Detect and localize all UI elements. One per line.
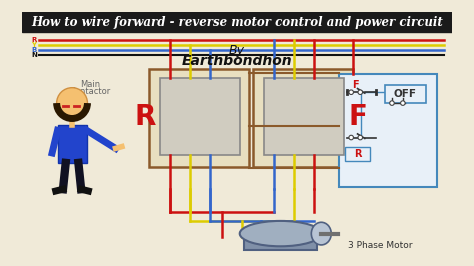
Circle shape — [358, 90, 363, 94]
Text: 3 Phase Motor: 3 Phase Motor — [348, 241, 413, 250]
Bar — [253, 69, 353, 167]
Ellipse shape — [311, 222, 331, 245]
Text: F: F — [348, 103, 367, 131]
Bar — [339, 74, 438, 187]
Circle shape — [349, 90, 354, 94]
Circle shape — [358, 135, 363, 140]
Text: Contactor: Contactor — [70, 87, 111, 96]
Text: By: By — [229, 44, 245, 57]
Text: B: B — [31, 47, 36, 53]
Circle shape — [390, 101, 394, 105]
Text: R: R — [31, 37, 36, 43]
Bar — [57, 125, 87, 163]
Bar — [149, 69, 249, 167]
Text: How to wire forward - reverse motor control and power circuit: How to wire forward - reverse motor cont… — [31, 16, 443, 29]
Text: R: R — [135, 103, 156, 131]
Text: Y: Y — [31, 42, 36, 48]
Bar — [22, 13, 452, 32]
Bar — [264, 78, 344, 155]
Text: OFF: OFF — [393, 89, 416, 99]
Text: Earthbondhon: Earthbondhon — [182, 55, 292, 68]
Text: R: R — [354, 149, 361, 159]
Circle shape — [56, 88, 88, 118]
Circle shape — [349, 135, 354, 140]
Text: F: F — [352, 80, 359, 90]
Ellipse shape — [240, 221, 321, 246]
Bar — [244, 230, 317, 250]
Text: Main: Main — [80, 80, 100, 89]
Bar — [160, 78, 240, 155]
Circle shape — [401, 101, 405, 105]
Bar — [385, 85, 426, 103]
Bar — [345, 147, 370, 161]
Text: N: N — [31, 52, 37, 58]
